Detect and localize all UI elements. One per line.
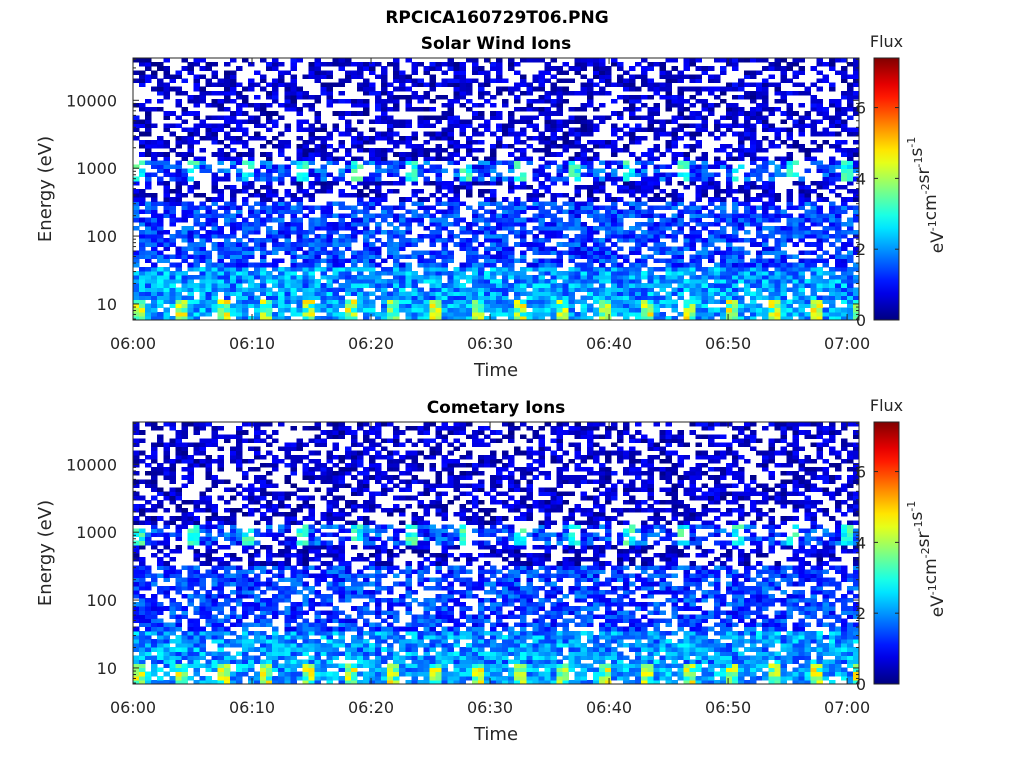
x-tick-label: 06:00 (110, 334, 156, 353)
panel-title: Solar Wind Ions (421, 34, 572, 54)
colorbar-unit-label: eV-1cm-2sr-1s-1 (905, 501, 948, 618)
colorbar-tick-label: 6 (856, 99, 866, 118)
panel-solar-wind-ions: 06:00 06:10 06:20 06:30 06:40 06:50 07:00 10 100… (35, 32, 948, 381)
x-axis-label: Time (473, 724, 518, 745)
panel-cometary-ions: 06:00 06:10 06:20 06:30 06:40 06:50 07:00 10 100… (35, 396, 948, 745)
x-tick-label: 06:10 (229, 698, 275, 717)
colorbar-tick-label: 4 (856, 169, 866, 188)
y-tick-label: 10 (97, 295, 117, 314)
x-tick-label: 06:00 (110, 698, 156, 717)
x-tick-label: 06:10 (229, 334, 275, 353)
colorbar (873, 57, 900, 321)
y-tick-label: 100 (86, 591, 117, 610)
y-tick-label: 10000 (66, 91, 117, 110)
colorbar (873, 421, 900, 685)
x-tick-label: 06:30 (467, 334, 513, 353)
x-axis-label: Time (473, 360, 518, 381)
x-tick-label: 06:20 (348, 698, 394, 717)
x-tick-label: 06:20 (348, 334, 394, 353)
x-tick-label: 06:50 (705, 698, 751, 717)
y-tick-label: 1000 (76, 159, 117, 178)
colorbar-tick-label: 0 (856, 675, 866, 694)
panel-title: Cometary Ions (427, 398, 566, 418)
x-tick-label: 07:00 (824, 334, 870, 353)
colorbar-unit-label: eV-1cm-2sr-1s-1 (905, 137, 948, 254)
spectrogram (133, 58, 860, 321)
y-tick-label: 1000 (76, 523, 117, 542)
y-tick-label: 10000 (66, 455, 117, 474)
y-tick-label: 10 (97, 659, 117, 678)
colorbar-tick-label: 6 (856, 463, 866, 482)
x-tick-label: 06:40 (586, 698, 632, 717)
y-tick-label: 100 (86, 227, 117, 246)
y-axis-label: Energy (eV) (35, 136, 56, 242)
x-tick-label: 07:00 (824, 698, 870, 717)
spectrogram (133, 422, 860, 685)
colorbar-tick-label: 2 (856, 240, 866, 259)
x-tick-label: 06:50 (705, 334, 751, 353)
x-tick-label: 06:40 (586, 334, 632, 353)
figure-title: RPCICA160729T06.PNG (385, 8, 609, 28)
colorbar-tick-label: 2 (856, 604, 866, 623)
colorbar-title: Flux (870, 32, 903, 51)
x-tick-label: 06:30 (467, 698, 513, 717)
colorbar-tick-label: 0 (856, 311, 866, 330)
colorbar-tick-label: 4 (856, 533, 866, 552)
colorbar-title: Flux (870, 396, 903, 415)
y-axis-label: Energy (eV) (35, 500, 56, 606)
